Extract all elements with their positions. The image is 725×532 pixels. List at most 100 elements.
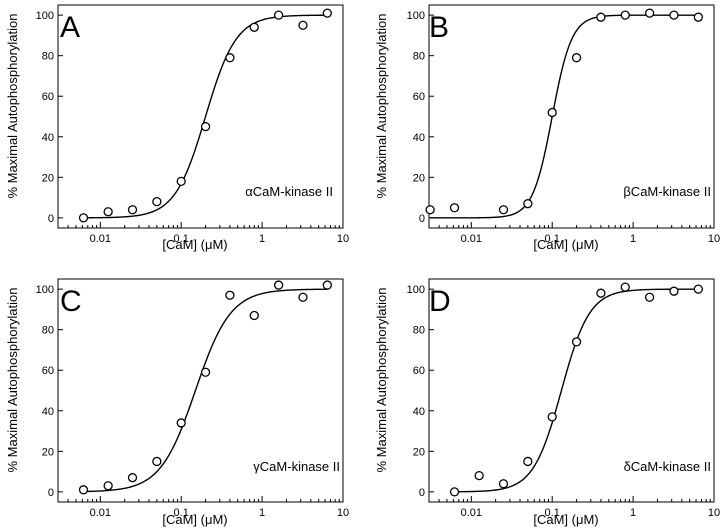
data-point [249,22,259,32]
isoform-annotation: δCaM-kinase II [624,459,711,474]
y-tick-label: 60 [413,91,425,103]
data-point [78,485,89,495]
y-tick-label: 40 [413,406,425,418]
x-axis-title: [CaM] (μM) [162,512,227,527]
x-tick-label: 1 [259,507,265,519]
data-point [669,10,679,20]
y-tick-label: 40 [42,132,54,144]
fit-curve [83,288,328,493]
x-axis-title: [CaM] (μM) [162,237,227,252]
data-point [669,286,679,296]
x-tick-label: 1 [630,233,636,245]
data-point [523,456,533,467]
x-tick-label: 0.01 [461,233,482,245]
y-tick-label: 0 [48,487,54,499]
y-tick-label: 100 [407,10,425,22]
data-point [273,10,284,20]
x-tick-label: 10 [708,233,720,245]
y-tick-label: 60 [42,365,54,377]
x-tick-label: 10 [337,507,349,519]
y-tick-label: 80 [413,51,425,63]
x-tick-label: 0.01 [90,233,111,245]
data-point [225,290,235,300]
x-axis-title: [CaM] (μM) [533,237,598,252]
panel-c: % Maximal Autophosphorylation [CaM] (μM)… [5,278,349,527]
data-point [571,337,582,347]
y-tick-label: 100 [36,284,54,296]
y-tick-label: 80 [413,325,425,337]
y-tick-label: 80 [42,51,54,63]
data-point [474,470,484,481]
y-tick-label: 20 [413,172,425,184]
plot-frame [428,4,715,229]
panel-b: % Maximal Autophosphorylation [CaM] (μM)… [374,4,720,252]
data-point [273,280,284,290]
data-point [78,213,89,223]
panel-label: B [429,11,449,44]
panel-a: % Maximal Autophosphorylation [CaM] (μM)… [5,4,349,252]
x-axis-title: [CaM] (μM) [533,512,598,527]
y-axis-title: % Maximal Autophosphorylation [374,288,389,473]
plot-frame [57,4,344,229]
plot-frame [57,278,344,503]
data-point [596,288,606,298]
panel-label: C [60,285,82,318]
y-tick-label: 0 [48,213,54,225]
y-tick-label: 100 [407,284,425,296]
data-point [152,456,162,467]
data-point [200,121,211,132]
data-point [693,12,703,22]
fit-curve [83,14,328,219]
y-tick-label: 0 [419,487,425,499]
data-point [523,199,533,209]
y-tick-label: 20 [42,172,54,184]
y-tick-label: 20 [413,446,425,458]
x-tick-label: 0.1 [174,507,189,519]
data-point [498,205,509,215]
y-axis-title: % Maximal Autophosphorylation [5,288,20,473]
y-axis-title: % Maximal Autophosphorylation [5,14,20,199]
data-point [176,176,186,187]
data-point [127,473,138,483]
data-point [571,53,582,63]
data-point [425,205,435,215]
y-axis-title: % Maximal Autophosphorylation [374,14,389,199]
isoform-annotation: γCaM-kinase II [253,459,340,474]
isoform-annotation: βCaM-kinase II [623,184,711,199]
x-tick-label: 0.1 [174,233,189,245]
data-point [103,207,113,217]
data-point [547,412,557,422]
data-point [127,205,138,215]
x-tick-label: 0.1 [545,507,560,519]
panel-label: D [429,285,451,318]
data-point [322,280,332,290]
panel-d: % Maximal Autophosphorylation [CaM] (μM)… [374,278,720,527]
data-point [449,487,460,497]
data-point [200,367,211,377]
data-point [644,8,655,18]
data-point [449,203,460,213]
y-tick-label: 100 [36,10,54,22]
data-point [620,10,630,20]
data-point [547,107,557,118]
x-tick-label: 0.01 [461,507,482,519]
y-tick-label: 0 [419,213,425,225]
y-tick-label: 40 [42,406,54,418]
data-point [298,292,308,302]
data-point [249,310,259,321]
plot-frame [428,278,715,503]
data-point [298,20,308,30]
x-tick-label: 1 [259,233,265,245]
data-point [152,196,162,207]
data-point [225,53,235,63]
data-point [620,282,630,292]
data-point [176,418,186,428]
data-point [644,292,655,302]
data-point [596,12,606,22]
data-point [103,481,113,491]
data-point [693,284,703,294]
y-tick-label: 60 [413,365,425,377]
data-point [322,8,332,18]
y-tick-label: 40 [413,132,425,144]
